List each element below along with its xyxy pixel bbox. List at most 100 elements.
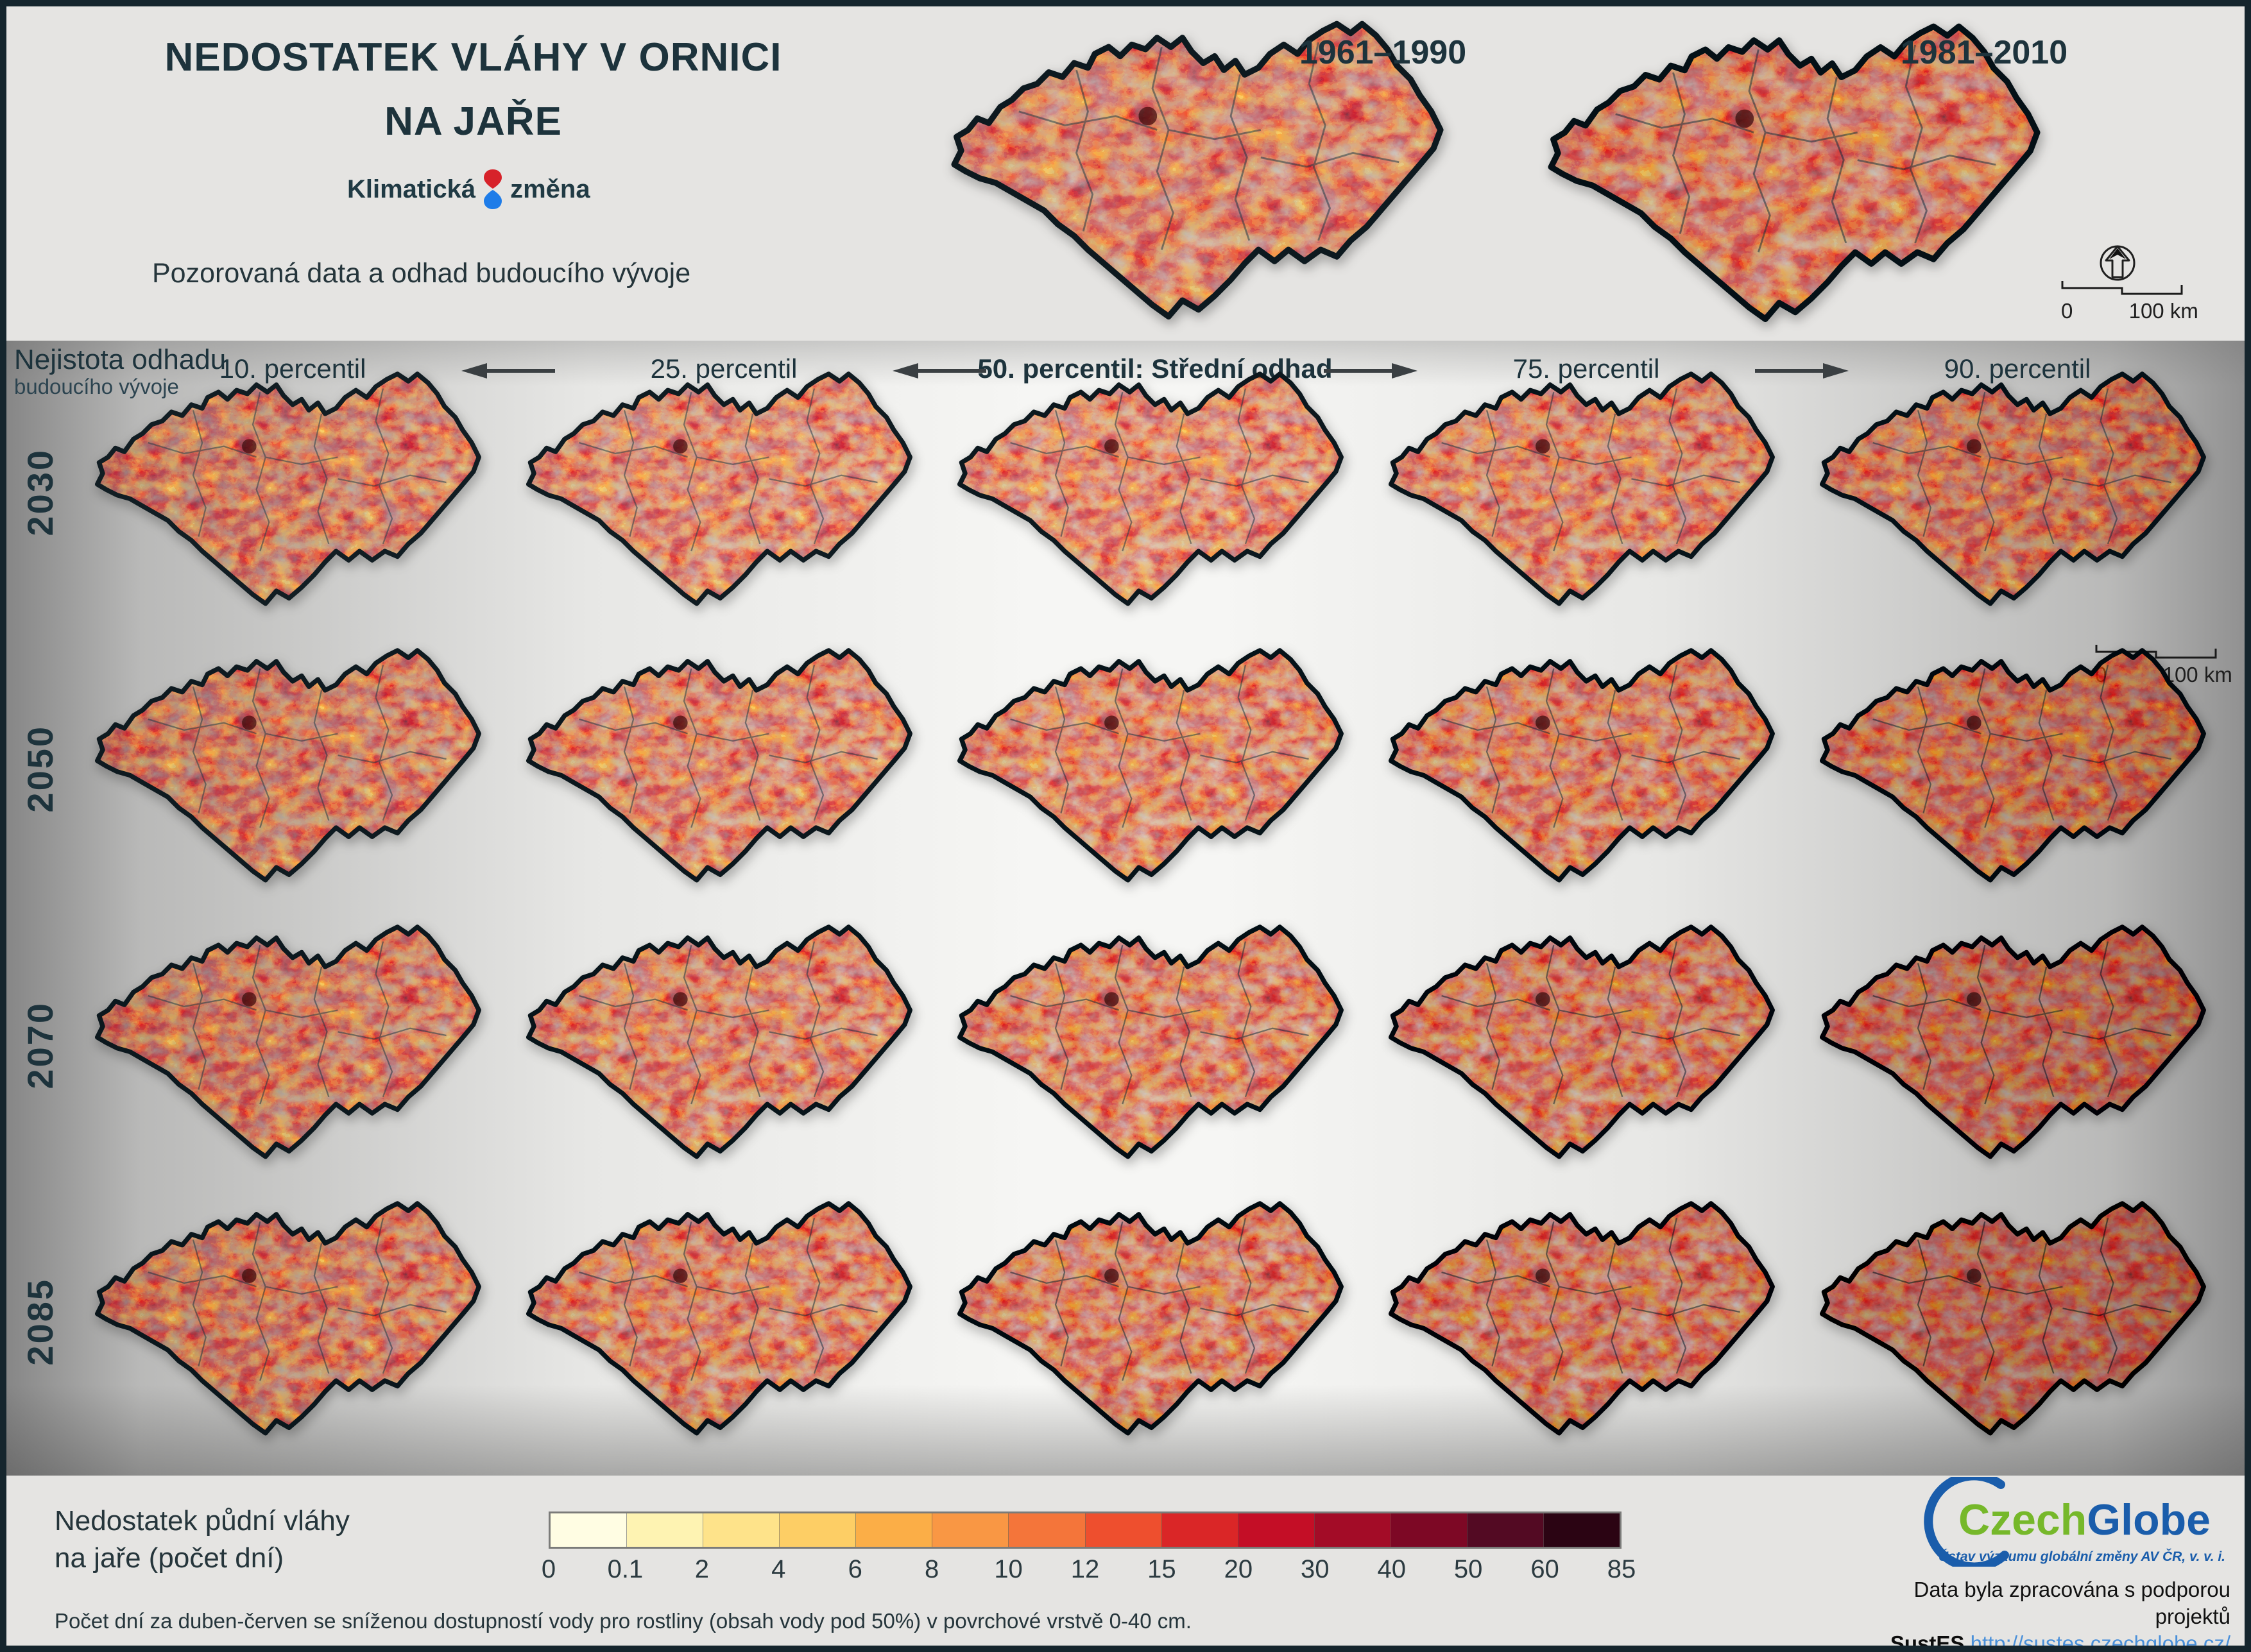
legend-tick: 85 — [1607, 1555, 1636, 1583]
map-cell — [508, 366, 939, 618]
credits: Data byla zpracována s podporou projektů… — [1833, 1576, 2231, 1652]
credits-line1: Data byla zpracována s podporou projektů — [1913, 1578, 2231, 1628]
map-cell — [77, 1196, 508, 1448]
row-label-2070: 2070 — [19, 1001, 60, 1089]
uncertainty-label: Nejistota odhadu budoucího vývoje — [14, 344, 227, 399]
credits-block: CzechGlobe Ústav výzkumu globální změny … — [1833, 1477, 2231, 1652]
map-cell — [1371, 643, 1802, 895]
czechglobe-logo: CzechGlobe Ústav výzkumu globální změny … — [1924, 1477, 2225, 1567]
map-cell — [1371, 1196, 1802, 1448]
legend-swatch — [856, 1513, 933, 1547]
klimaticka-zmena-logo: Klimatická změna — [347, 168, 590, 210]
arrow-left-icon — [891, 361, 988, 384]
arrow-left-icon — [460, 361, 556, 384]
legend-tick: 6 — [848, 1555, 862, 1583]
scale-bar-icon — [2095, 645, 2217, 659]
matrix-band: Nejistota odhadu budoucího vývoje 10. pe… — [6, 341, 2245, 1476]
map-cell — [77, 366, 508, 618]
legend-tick: 4 — [771, 1555, 786, 1583]
subtitle: Pozorovaná data a odhad budoucího vývoje — [152, 258, 691, 289]
legend-title-line1: Nedostatek půdní vláhy — [55, 1505, 350, 1537]
map-cell — [939, 643, 1371, 895]
scale-distance-label: 100 km — [2128, 299, 2198, 323]
legend-tick: 15 — [1147, 1555, 1176, 1583]
legend-swatch — [1544, 1513, 1620, 1547]
czechglobe-part2: Globe — [2087, 1495, 2211, 1544]
legend-tick: 10 — [994, 1555, 1023, 1583]
legend-tick-labels: 0 0.1 2 4 6 8 10 12 15 20 30 40 50 60 85 — [542, 1555, 1636, 1587]
map-cell — [1802, 1196, 2233, 1448]
scale-bar-grid: 0 100 km — [2095, 643, 2232, 687]
scale-zero-label: 0 — [2061, 299, 2073, 323]
legend-swatch — [627, 1513, 704, 1547]
map-cell — [1802, 643, 2233, 895]
legend-swatch — [1314, 1513, 1391, 1547]
legend-swatch — [1238, 1513, 1315, 1547]
map-cell — [1802, 366, 2233, 618]
reference-map-label-1961-1990: 1961–1990 — [1299, 34, 1467, 71]
legend-title: Nedostatek půdní vláhy na jaře (počet dn… — [55, 1503, 350, 1577]
map-row-2070 — [77, 919, 2233, 1171]
uncertainty-line1: Nejistota odhadu — [14, 344, 227, 375]
column-header-90-percentil: 90. percentil — [1944, 353, 2091, 384]
row-label-2085: 2085 — [19, 1278, 60, 1366]
scale-distance-label: 100 km — [2162, 663, 2232, 686]
map-cell — [508, 643, 939, 895]
footnote: Počet dní za duben-červen se sníženou do… — [55, 1609, 1192, 1633]
legend-tick: 0 — [541, 1555, 556, 1583]
map-row-2050 — [77, 643, 2233, 895]
reference-map-label-1981-2010: 1981–2010 — [1900, 34, 2068, 71]
water-drops-icon — [484, 169, 502, 209]
legend-tick: 12 — [1070, 1555, 1100, 1583]
legend-swatch — [1085, 1513, 1162, 1547]
legend-swatch — [1161, 1513, 1238, 1547]
arrow-right-icon — [1754, 361, 1850, 384]
czechglobe-tagline: Ústav výzkumu globální změny AV ČR, v. v… — [1939, 1549, 2225, 1564]
map-row-2030 — [77, 366, 2233, 618]
map-cell — [1371, 366, 1802, 618]
legend-tick: 20 — [1224, 1555, 1253, 1583]
sustes-name: SustES — [1890, 1631, 1965, 1652]
legend-tick: 60 — [1530, 1555, 1559, 1583]
map-cell — [1371, 919, 1802, 1171]
legend-tick: 2 — [694, 1555, 709, 1583]
row-label-2030: 2030 — [19, 448, 60, 536]
page-title: NEDOSTATEK VLÁHY V ORNICI NA JAŘE — [83, 26, 863, 154]
brand-word1: Klimatická — [347, 175, 476, 203]
legend-swatch — [1467, 1513, 1545, 1547]
legend-swatch — [780, 1513, 857, 1547]
column-header-25-percentil: 25. percentil — [650, 353, 798, 384]
map-cell — [508, 1196, 939, 1448]
legend-tick: 0.1 — [607, 1555, 644, 1583]
north-arrow-icon — [2097, 239, 2138, 287]
scale-bar-top: 0 100 km — [2061, 280, 2198, 323]
legend-tick: 8 — [925, 1555, 939, 1583]
brand-word2: změna — [510, 175, 590, 203]
map-cell — [508, 919, 939, 1171]
column-header-75-percentil: 75. percentil — [1512, 353, 1660, 384]
map-row-2085 — [77, 1196, 2233, 1448]
footer-band: Nedostatek půdní vláhy na jaře (počet dn… — [6, 1476, 2245, 1646]
legend-swatch — [551, 1513, 628, 1547]
map-cell — [1802, 919, 2233, 1171]
uncertainty-line2: budoucího vývoje — [14, 375, 179, 399]
scale-bar-icon — [2061, 281, 2183, 295]
legend-swatch — [1391, 1513, 1468, 1547]
map-cell — [77, 643, 508, 895]
legend-tick: 30 — [1301, 1555, 1330, 1583]
map-cell — [939, 1196, 1371, 1448]
legend-tick: 50 — [1453, 1555, 1483, 1583]
map-cell — [77, 919, 508, 1171]
legend-swatch — [703, 1513, 780, 1547]
credits-line2: SustES http://sustes.czechglobe.cz/ — [1833, 1630, 2230, 1652]
map-cell — [939, 919, 1371, 1171]
legend-title-line2: na jaře (počet dní) — [55, 1542, 284, 1574]
page-title-line2: NA JAŘE — [384, 99, 562, 144]
legend-tick: 40 — [1377, 1555, 1406, 1583]
sustes-link[interactable]: http://sustes.czechglobe.cz/ — [1970, 1631, 2230, 1652]
svg-text:CzechGlobe: CzechGlobe — [1958, 1495, 2211, 1544]
row-label-2050: 2050 — [19, 725, 60, 813]
legend-swatch — [1009, 1513, 1086, 1547]
header-band: NEDOSTATEK VLÁHY V ORNICI NA JAŘE Klimat… — [6, 6, 2245, 341]
